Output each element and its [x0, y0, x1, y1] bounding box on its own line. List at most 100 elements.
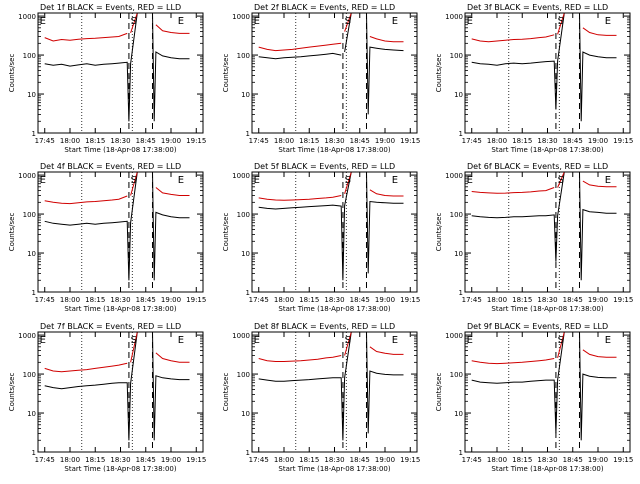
segment-annotation-e: E [392, 335, 398, 346]
segment-annotation-e: E [605, 16, 611, 27]
chart-panel-4: Det 4f BLACK = Events, RED = LLD 1 10 100 10… [8, 162, 206, 313]
x-tick-label: 18:00 [60, 456, 80, 464]
y-tick-label: 100 [450, 211, 463, 219]
x-tick-label: 17:45 [249, 137, 269, 145]
x-tick-label: 18:15 [299, 296, 319, 304]
x-tick-label: 17:45 [35, 456, 55, 464]
x-axis-label: Start Time (18-Apr-08 17:38:00) [491, 305, 603, 313]
x-tick-label: 18:45 [563, 137, 583, 145]
y-tick-label: 100 [23, 371, 36, 379]
segment-annotation-e: E [392, 175, 398, 186]
y-tick-label: 100 [237, 52, 250, 60]
y-tick-label: 100 [23, 52, 36, 60]
y-axis-label: Counts/sec [8, 213, 16, 252]
series-line-events [44, 12, 190, 122]
segment-annotation-s: S [131, 16, 137, 27]
x-tick-label: 17:45 [249, 296, 269, 304]
x-tick-label: 19:15 [400, 296, 420, 304]
chart-title: Det 6f BLACK = Events, RED = LLD [467, 162, 608, 171]
x-tick-label: 17:45 [462, 296, 482, 304]
plot-frame [37, 171, 204, 293]
plot-frame [37, 331, 204, 453]
y-axis-label: Counts/sec [222, 373, 230, 412]
x-tick-label: 19:15 [186, 456, 206, 464]
plot-frame [37, 12, 204, 134]
x-tick-label: 19:00 [588, 296, 608, 304]
x-tick-label: 19:15 [613, 296, 633, 304]
x-tick-label: 18:45 [136, 296, 156, 304]
x-tick-label: 18:15 [512, 137, 532, 145]
x-tick-label: 18:45 [350, 456, 370, 464]
segment-annotation-s: S [345, 335, 351, 346]
y-tick-label: 10 [454, 250, 463, 258]
y-tick-label: 1 [246, 289, 250, 297]
x-tick-label: 19:15 [613, 137, 633, 145]
x-tick-label: 18:30 [110, 456, 130, 464]
x-tick-label: 18:15 [299, 456, 319, 464]
y-axis-label: Counts/sec [222, 54, 230, 93]
y-tick-label: 100 [23, 211, 36, 219]
y-tick-label: 100 [237, 371, 250, 379]
plot-frame [251, 331, 418, 453]
y-tick-label: 10 [27, 250, 36, 258]
chart-panel-7: Det 7f BLACK = Events, RED = LLD 1 10 100 10… [8, 322, 206, 473]
series-line-lld [44, 171, 190, 205]
segment-annotation-e: E [178, 175, 184, 186]
x-tick-label: 19:00 [375, 296, 395, 304]
segment-annotation-s: S [131, 175, 137, 186]
series-line-lld [258, 331, 404, 362]
x-tick-label: 18:30 [324, 137, 344, 145]
x-tick-label: 18:00 [487, 456, 507, 464]
y-tick-label: 1000 [232, 172, 250, 180]
x-axis-label: Start Time (18-Apr-08 17:38:00) [278, 305, 390, 313]
x-tick-label: 18:45 [350, 296, 370, 304]
plot-frame [464, 331, 631, 453]
x-tick-label: 18:15 [512, 456, 532, 464]
y-tick-label: 10 [241, 91, 250, 99]
y-axis-label: Counts/sec [8, 54, 16, 93]
segment-annotation-e: E [40, 175, 46, 186]
segment-annotation-e: E [254, 16, 260, 27]
series-line-lld [44, 331, 190, 373]
x-tick-label: 19:15 [186, 296, 206, 304]
x-axis-label: Start Time (18-Apr-08 17:38:00) [491, 146, 603, 154]
y-tick-label: 1 [459, 289, 463, 297]
y-tick-label: 10 [27, 410, 36, 418]
y-tick-label: 1000 [232, 13, 250, 21]
series-line-events [258, 12, 404, 115]
segment-annotation-e: E [605, 175, 611, 186]
x-tick-label: 18:45 [350, 137, 370, 145]
x-tick-label: 18:15 [85, 296, 105, 304]
segment-annotation-s: S [345, 16, 351, 27]
x-tick-label: 18:15 [85, 137, 105, 145]
plot-frame [251, 12, 418, 134]
x-axis-label: Start Time (18-Apr-08 17:38:00) [278, 146, 390, 154]
x-tick-label: 18:00 [60, 296, 80, 304]
chart-panel-9: Det 9f BLACK = Events, RED = LLD 1 10 100 10… [435, 322, 633, 473]
x-tick-label: 19:00 [161, 137, 181, 145]
y-tick-label: 1 [246, 449, 250, 457]
x-tick-label: 18:15 [85, 456, 105, 464]
y-tick-label: 1 [246, 130, 250, 138]
series-line-events [258, 331, 404, 441]
x-tick-label: 19:15 [613, 456, 633, 464]
series-line-lld [471, 331, 617, 365]
x-axis-label: Start Time (18-Apr-08 17:38:00) [64, 305, 176, 313]
segment-annotation-e: E [467, 335, 473, 346]
series-line-lld [471, 171, 617, 194]
chart-panel-6: Det 6f BLACK = Events, RED = LLD 1 10 100 10… [435, 162, 633, 313]
segment-annotation-e: E [178, 16, 184, 27]
x-tick-label: 19:00 [588, 456, 608, 464]
x-tick-label: 18:00 [487, 137, 507, 145]
series-line-lld [258, 12, 404, 52]
x-tick-label: 18:45 [136, 137, 156, 145]
plot-frame [251, 171, 418, 293]
plot-frame [464, 12, 631, 134]
y-tick-label: 100 [237, 211, 250, 219]
x-tick-label: 18:00 [487, 296, 507, 304]
segment-annotation-e: E [178, 335, 184, 346]
y-tick-label: 10 [454, 410, 463, 418]
x-tick-label: 18:00 [274, 137, 294, 145]
y-tick-label: 100 [450, 52, 463, 60]
